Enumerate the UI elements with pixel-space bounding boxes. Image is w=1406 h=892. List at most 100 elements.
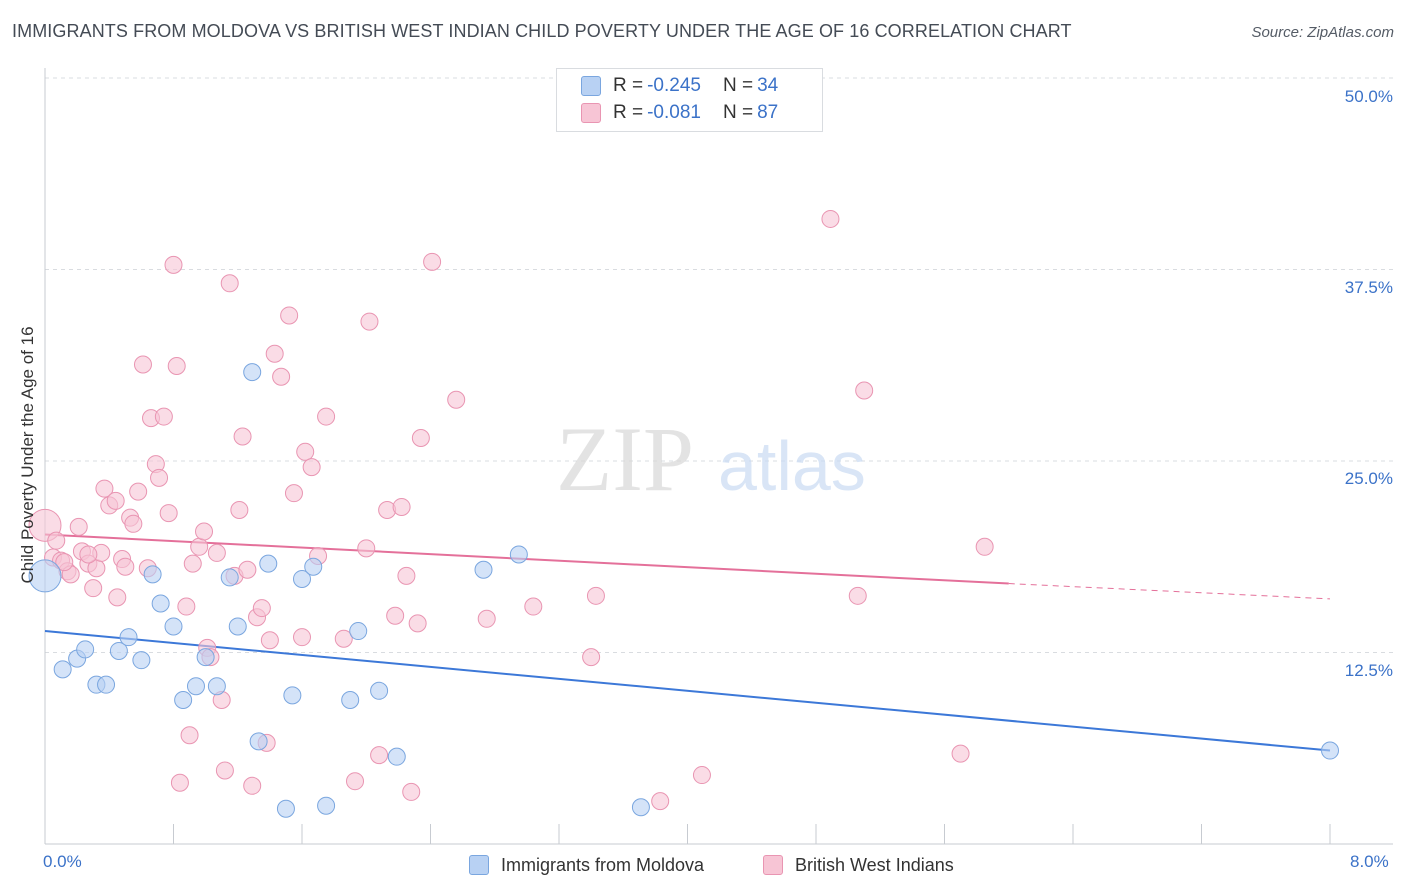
chart-title: IMMIGRANTS FROM MOLDOVA VS BRITISH WEST … (12, 21, 1072, 41)
data-point-moldova (349, 622, 368, 641)
n-label: N = (722, 102, 754, 123)
data-point-moldova (293, 569, 311, 588)
data-point-bwi (79, 545, 98, 564)
data-point-bwi (230, 501, 249, 520)
data-point-moldova (341, 690, 360, 709)
data-point-bwi (524, 597, 543, 616)
trend-line-bwi-extension (1008, 583, 1331, 600)
data-point-bwi (108, 588, 127, 607)
data-point-bwi (360, 312, 379, 331)
data-point-bwi (195, 522, 214, 541)
data-point-moldova (228, 617, 247, 636)
legend-swatch-moldova (469, 855, 489, 875)
data-point-bwi (692, 766, 711, 785)
data-point-bwi (392, 497, 411, 516)
y-tick-label: 25.0% (1344, 469, 1393, 488)
data-point-bwi (346, 772, 365, 791)
data-point-moldova (283, 686, 302, 705)
data-point-moldova (132, 651, 151, 670)
data-point-bwi (150, 468, 169, 487)
legend-item-bwi[interactable]: British West Indians (763, 852, 954, 878)
data-point-moldova (387, 747, 406, 766)
n-value-moldova: 34 (757, 75, 779, 96)
legend-label-bwi: British West Indians (795, 854, 954, 875)
data-point-bwi (855, 381, 874, 400)
data-point-moldova (97, 675, 116, 694)
data-point-bwi (402, 782, 421, 801)
data-point-bwi (370, 746, 389, 765)
data-point-moldova (109, 641, 128, 660)
data-point-bwi (220, 274, 239, 293)
data-point-bwi (386, 606, 405, 625)
data-point-bwi (280, 306, 299, 325)
data-point-bwi (164, 255, 183, 274)
data-point-bwi (233, 427, 252, 446)
data-point-bwi (47, 531, 66, 550)
data-point-bwi (265, 344, 284, 363)
y-tick-label: 50.0% (1344, 87, 1393, 106)
data-point-bwi (238, 560, 257, 579)
data-point-bwi (408, 614, 427, 633)
data-point-moldova (207, 677, 226, 696)
data-point-bwi (170, 773, 189, 792)
watermark-atlas: atlas (718, 427, 866, 505)
x-tick-label: 0.0% (43, 852, 82, 871)
data-point-bwi (411, 429, 430, 448)
source-credit: Source: ZipAtlas.com (1251, 24, 1394, 41)
data-point-moldova (119, 628, 138, 647)
data-point-moldova (317, 796, 336, 815)
data-point-moldova (186, 677, 205, 696)
data-point-bwi (180, 726, 199, 745)
legend-swatch-bwi (763, 855, 783, 875)
data-point-bwi (586, 586, 605, 605)
data-point-moldova (196, 648, 215, 667)
data-point-bwi (167, 357, 186, 376)
data-point-bwi (159, 504, 178, 523)
r-value-moldova: -0.245 (647, 75, 701, 96)
data-point-bwi (357, 539, 376, 558)
data-point-bwi (133, 355, 152, 374)
data-point-bwi (423, 252, 442, 271)
trend-line-moldova (44, 630, 1331, 752)
legend-row-moldova: R = -0.245 N = 34 (581, 74, 782, 98)
data-point-moldova (220, 568, 239, 587)
data-point-bwi (296, 442, 315, 461)
legend-swatch-moldova (581, 76, 601, 96)
data-point-bwi (55, 553, 74, 572)
legend-item-moldova[interactable]: Immigrants from Moldova (469, 852, 704, 878)
data-point-moldova (151, 594, 170, 613)
n-label: N = (722, 75, 754, 96)
data-point-bwi (975, 537, 994, 556)
data-point-bwi (582, 648, 601, 667)
data-point-bwi (183, 554, 202, 573)
data-point-bwi (447, 390, 466, 409)
data-point-moldova (164, 617, 183, 636)
x-tick-label: 8.0% (1350, 852, 1389, 871)
data-point-bwi (334, 629, 353, 648)
legend-swatch-bwi (581, 103, 601, 123)
data-point-bwi (129, 482, 148, 501)
data-point-bwi (848, 586, 867, 605)
n-value-bwi: 87 (757, 102, 779, 123)
data-point-bwi (252, 599, 271, 618)
data-point-moldova (243, 363, 262, 382)
data-point-bwi (951, 744, 970, 763)
data-point-bwi (84, 579, 103, 598)
data-point-moldova (304, 557, 323, 576)
y-tick-label: 37.5% (1344, 278, 1393, 297)
data-point-bwi (272, 367, 291, 386)
data-point-bwi (177, 597, 196, 616)
r-value-bwi: -0.081 (647, 102, 701, 123)
data-point-bwi (397, 566, 416, 585)
data-point-bwi (124, 514, 143, 533)
data-point-bwi (302, 458, 321, 477)
data-point-moldova (631, 798, 650, 817)
r-label: R = (613, 102, 644, 123)
data-point-bwi (821, 209, 840, 228)
r-label: R = (613, 75, 644, 96)
data-point-bwi (284, 484, 303, 503)
data-point-bwi (190, 537, 209, 556)
data-point-moldova (143, 565, 162, 584)
data-point-bwi (215, 761, 234, 780)
